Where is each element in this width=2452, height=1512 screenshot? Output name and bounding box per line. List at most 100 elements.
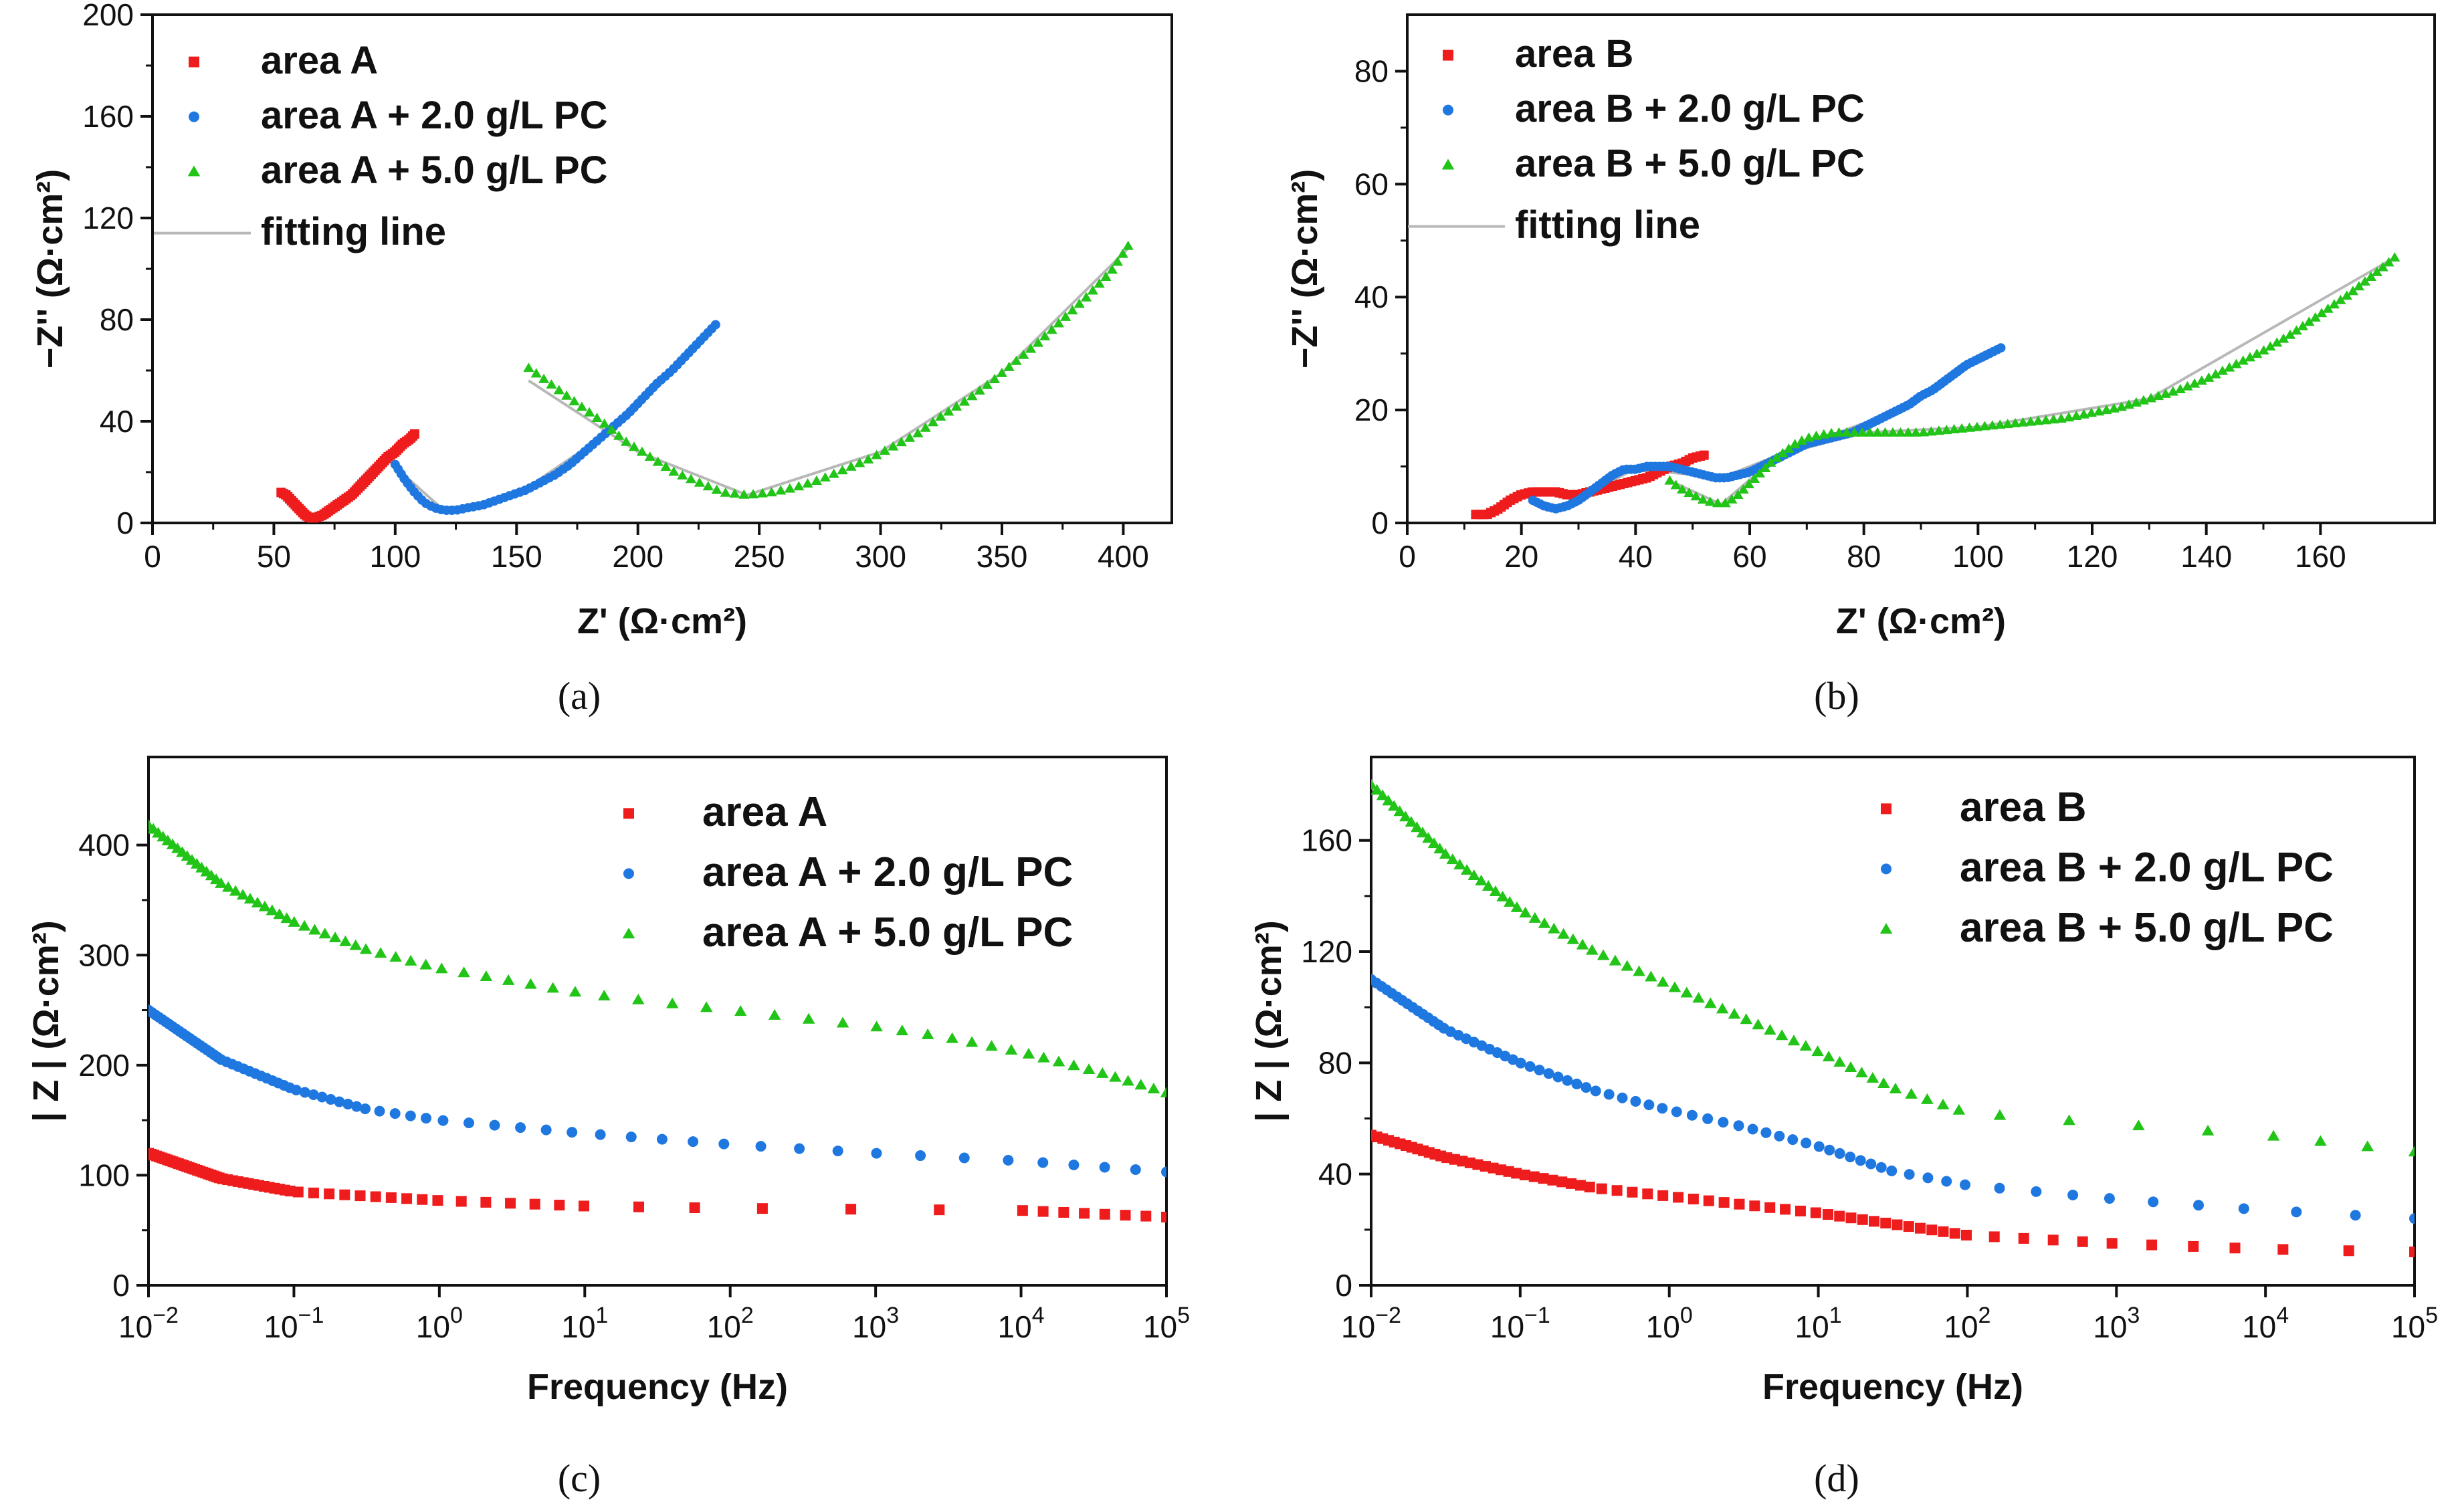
data-point [802, 1012, 815, 1024]
data-point [1692, 992, 1705, 1003]
data-point [1597, 949, 1610, 960]
data-point [1941, 425, 1952, 435]
legend-marker [623, 868, 634, 879]
data-point [1856, 427, 1868, 437]
data-point [1603, 1089, 1615, 1100]
data-point [266, 904, 279, 915]
data-point [1018, 349, 1029, 359]
data-point [1777, 447, 1789, 457]
data-point [896, 437, 907, 447]
data-point [2009, 417, 2021, 427]
x-tick-label: 60 [1732, 539, 1766, 574]
data-point [360, 1103, 371, 1115]
data-point [2055, 413, 2067, 423]
data-point [1134, 1079, 1147, 1090]
series-blue [148, 1004, 1166, 1178]
data-point [576, 401, 587, 411]
data-point [819, 472, 831, 482]
data-point [1866, 1072, 1879, 1083]
data-point [2018, 1232, 2029, 1244]
data-point [1857, 1214, 1868, 1225]
data-point [591, 413, 603, 423]
data-point [2389, 252, 2400, 262]
y-axis-title: −Z'' (Ω·cm²) [1285, 169, 1325, 368]
data-point [2251, 348, 2263, 358]
data-point [2189, 378, 2201, 388]
data-point [1918, 427, 1930, 437]
x-tick-label: 0 [144, 539, 161, 574]
data-point [409, 429, 419, 439]
y-tick-label: 160 [82, 99, 134, 134]
data-point [2353, 281, 2364, 291]
data-point [1656, 976, 1669, 987]
legend-marker [189, 56, 199, 68]
data-point [1764, 1202, 1776, 1213]
data-point [455, 1196, 467, 1207]
data-point [656, 1133, 668, 1145]
data-point [660, 461, 672, 471]
data-point [1716, 1002, 1729, 1014]
data-point [1068, 1159, 1080, 1170]
plot-area [276, 240, 1134, 523]
data-point [1811, 430, 1822, 440]
x-tick-exponent: 3 [886, 1303, 899, 1328]
data-point [1058, 1206, 1069, 1218]
data-point [437, 1115, 449, 1126]
data-point [523, 362, 534, 372]
data-point [2174, 384, 2186, 394]
data-point [1824, 1144, 1835, 1156]
panel-label: (b) [1814, 674, 1859, 718]
data-point [1580, 1082, 1592, 1093]
data-point [811, 475, 822, 485]
data-point [958, 396, 970, 406]
x-tick-exponent: 0 [1680, 1303, 1693, 1328]
data-point [870, 1020, 883, 1032]
data-point [1122, 240, 1134, 250]
data-point [2106, 1238, 2118, 1249]
series-green [148, 819, 1166, 1097]
data-point [1688, 1193, 1699, 1204]
data-point [1926, 426, 1937, 436]
data-point [1886, 1165, 1898, 1176]
data-point [598, 990, 611, 1000]
x-tick-label: 80 [1847, 539, 1881, 574]
data-point [1702, 1113, 1714, 1124]
data-point [1543, 1068, 1554, 1079]
data-point [1887, 427, 1899, 437]
x-tick-label: 100 [369, 539, 421, 574]
data-point [1609, 954, 1622, 966]
data-point [652, 456, 663, 466]
legend-marker [187, 165, 201, 177]
data-point [567, 1127, 578, 1138]
x-axis-title: Frequency (Hz) [527, 1367, 788, 1407]
data-point [1003, 1155, 1014, 1166]
data-point [1643, 1099, 1655, 1111]
data-point [1813, 1141, 1825, 1152]
data-point [1645, 970, 1657, 982]
y-axis-title: | Z | (Ω·cm²) [1249, 920, 1290, 1121]
x-tick-base: 10 [264, 1309, 298, 1344]
data-point [273, 908, 286, 920]
x-tick-label: 103 [852, 1303, 899, 1344]
data-point [298, 920, 311, 931]
data-point [756, 488, 769, 498]
chart-panel-c: 10−2 10−1 100 101 102 103 104 1050100200300400F… [26, 756, 1190, 1500]
data-point [1109, 1071, 1122, 1082]
data-point [747, 489, 759, 499]
data-point [1528, 911, 1542, 923]
x-tick-base: 10 [561, 1309, 595, 1344]
legend-label: area A [261, 39, 378, 82]
data-point [718, 1138, 730, 1150]
data-point [2237, 355, 2249, 365]
x-tick-label: 120 [2067, 539, 2118, 574]
data-point [1822, 1051, 1835, 1062]
data-point [1382, 794, 1395, 806]
data-point [1037, 1051, 1050, 1063]
x-axis-title: Z' (Ω·cm²) [577, 601, 747, 641]
data-point [632, 993, 645, 1004]
data-point [700, 1001, 713, 1012]
data-point [489, 1119, 500, 1131]
x-tick-label: 300 [855, 539, 906, 574]
legend: area B area B + 2.0 g/L PC area B + 5.0 g/… [1408, 32, 1865, 247]
